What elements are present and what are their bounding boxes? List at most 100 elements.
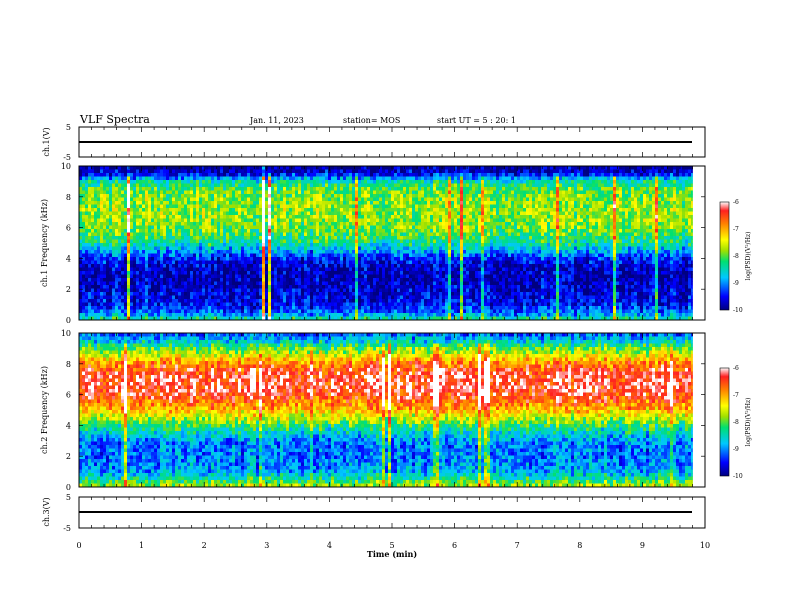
spectrogram-cell	[259, 250, 263, 254]
spectrogram-cell	[280, 215, 284, 219]
spectrogram-cell	[130, 169, 134, 174]
spectrogram-cell	[280, 236, 284, 240]
spectrogram-cell	[184, 295, 188, 300]
spectrogram-cell	[85, 173, 89, 177]
spectrogram-cell	[301, 229, 305, 233]
spectrogram-cell	[232, 260, 236, 265]
spectrogram-cell	[241, 246, 245, 251]
spectrogram-cell	[241, 218, 245, 223]
spectrogram-cell	[271, 166, 275, 170]
spectrogram-cell	[244, 173, 248, 177]
spectrogram-cell	[136, 288, 140, 293]
spectrogram-cell	[226, 232, 230, 237]
spectrogram-cell	[187, 316, 191, 320]
spectrogram-cell	[115, 194, 119, 198]
spectrogram-cell	[172, 222, 176, 226]
spectrogram-cell	[214, 281, 218, 286]
spectrogram-cell	[367, 260, 371, 265]
spectrogram-cell	[178, 316, 182, 320]
spectrogram-cell	[244, 246, 248, 251]
spectrogram-cell	[226, 299, 230, 303]
spectrogram-cell	[100, 285, 104, 289]
spectrogram-cell	[190, 218, 194, 223]
spectrogram-cell	[298, 243, 302, 247]
spectrogram-cell	[274, 292, 278, 296]
spectrogram-cell	[235, 316, 239, 320]
spectrogram-cell	[346, 236, 350, 240]
spectrogram-cell	[208, 267, 212, 272]
spectrogram-cell	[301, 201, 305, 205]
spectrogram-cell	[166, 260, 170, 265]
spectrogram-cell	[187, 292, 191, 296]
spectrogram-cell	[94, 299, 98, 303]
spectrogram-cell	[181, 264, 185, 268]
spectrogram-cell	[322, 295, 326, 300]
spectrogram-cell	[409, 267, 413, 272]
spectrogram-cell	[313, 208, 317, 212]
spectrogram-cell	[94, 309, 98, 314]
spectrogram-cell	[265, 229, 269, 233]
spectrogram-cell	[199, 295, 203, 300]
spectrogram-cell	[349, 306, 353, 310]
spectrogram-cell	[370, 215, 374, 219]
spectrogram-cell	[235, 274, 239, 279]
spectrogram-cell	[178, 295, 182, 300]
spectrogram-cell	[373, 169, 377, 174]
spectrogram-cell	[130, 239, 134, 244]
spectrogram-cell	[127, 295, 131, 300]
spectrogram-cell	[271, 187, 275, 191]
spectrogram-cell	[367, 264, 371, 268]
spectrogram-cell	[157, 194, 161, 198]
spectrogram-cell	[181, 190, 185, 195]
spectrogram-cell	[337, 225, 341, 230]
spectrogram-cell	[367, 316, 371, 320]
spectrogram-cell	[370, 267, 374, 272]
spectrogram-cell	[301, 264, 305, 268]
spectrogram-cell	[145, 201, 149, 205]
spectrogram-cell	[121, 281, 125, 286]
spectrogram-cell	[127, 190, 131, 195]
spectrogram-cell	[127, 253, 131, 258]
spectrogram-cell	[91, 257, 95, 261]
spectrogram-cell	[322, 211, 326, 216]
spectrogram-cell	[142, 260, 146, 265]
spectrogram-cell	[220, 180, 224, 184]
spectrogram-cell	[409, 302, 413, 307]
spectrogram-cell	[280, 183, 284, 188]
spectrogram-cell	[301, 299, 305, 303]
spectrogram-cell	[217, 309, 221, 314]
spectrogram-cell	[406, 183, 410, 188]
spectrogram-cell	[391, 239, 395, 244]
spectrogram-cell	[370, 302, 374, 307]
spectrogram-cell	[343, 260, 347, 265]
spectrogram-cell	[280, 264, 284, 268]
spectrogram-cell	[109, 169, 113, 174]
spectrogram-cell	[370, 229, 374, 233]
spectrogram-cell	[370, 246, 374, 251]
spectrogram-cell	[289, 218, 293, 223]
spectrogram-cell	[295, 281, 299, 286]
spectrogram-cell	[259, 187, 263, 191]
spectrogram-cell	[163, 204, 167, 209]
spectrogram-cell	[181, 204, 185, 209]
spectrogram-cell	[397, 173, 401, 177]
spectrogram-cell	[382, 285, 386, 289]
spectrogram-cell	[106, 285, 110, 289]
spectrogram-cell	[337, 274, 341, 279]
spectrogram-cell	[232, 239, 236, 244]
spectrogram-cell	[220, 225, 224, 230]
spectrogram-cell	[346, 239, 350, 244]
spectrogram-cell	[163, 243, 167, 247]
spectrogram-cell	[196, 295, 200, 300]
spectrogram-cell	[178, 260, 182, 265]
spectrogram-cell	[193, 278, 197, 282]
spectrogram-cell	[178, 225, 182, 230]
spectrogram-cell	[226, 222, 230, 226]
spectrogram-cell	[379, 243, 383, 247]
spectrogram-cell	[382, 299, 386, 303]
spectrogram-cell	[394, 187, 398, 191]
spectrogram-cell	[166, 253, 170, 258]
spectrogram-cell	[211, 218, 215, 223]
spectrogram-cell	[403, 299, 407, 303]
spectrogram-cell	[193, 232, 197, 237]
